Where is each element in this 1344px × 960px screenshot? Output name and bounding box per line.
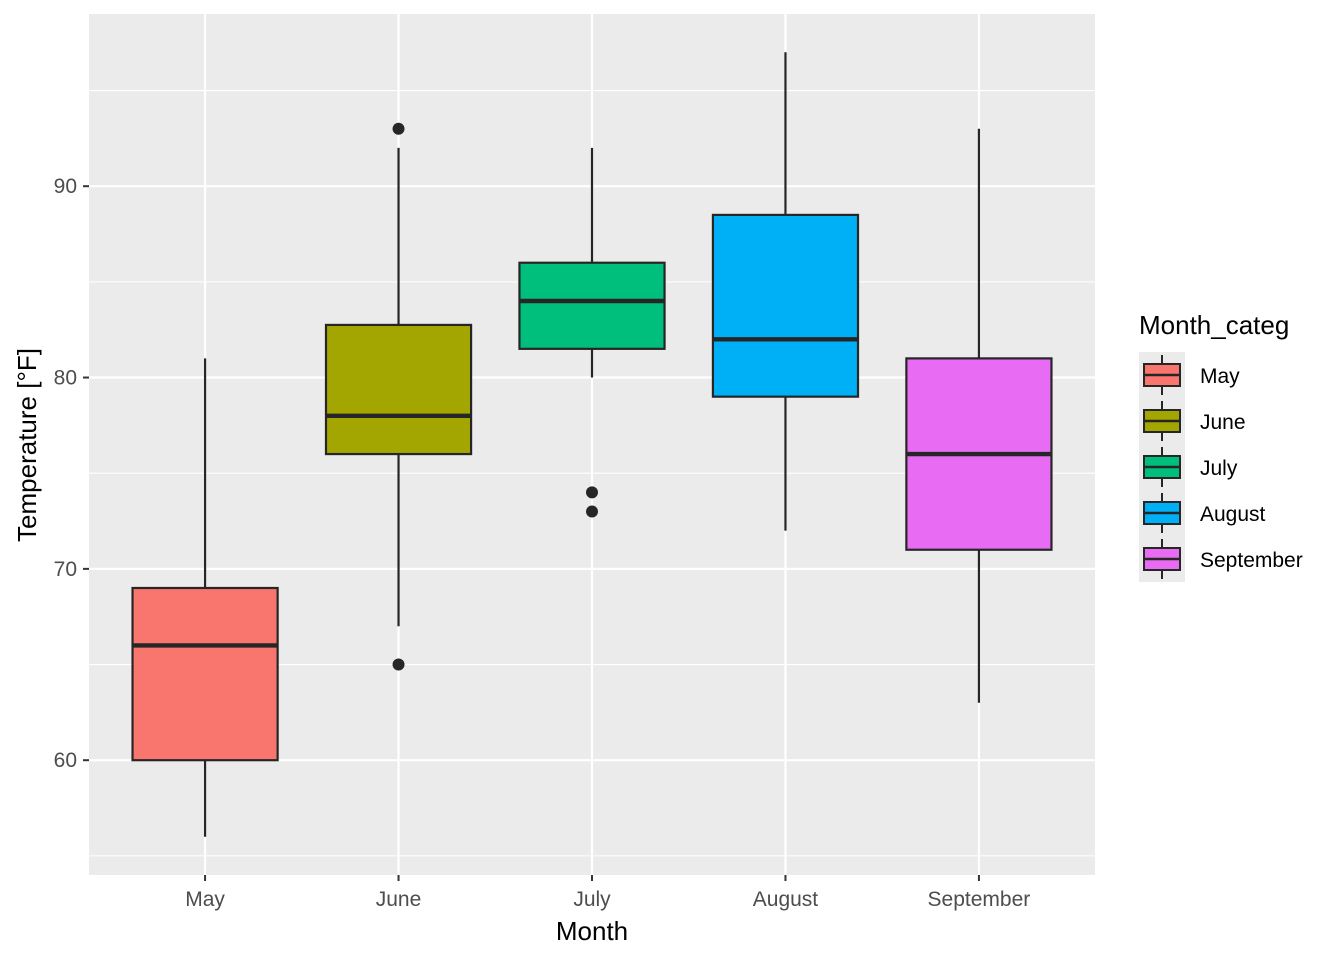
legend-item-september: September: [1143, 539, 1303, 579]
legend-items: May June July August September: [1143, 355, 1303, 579]
box-july: [518, 147, 666, 518]
legend-item-july: July: [1143, 447, 1238, 487]
legend-label: September: [1200, 549, 1303, 572]
box-body: [131, 586, 279, 762]
y-axis: 60 70 80 90: [54, 175, 89, 772]
legend: Month_categ May June July August September: [1139, 310, 1303, 582]
box-body: [711, 213, 860, 398]
x-tick-label: May: [185, 888, 225, 911]
y-tick-label: 80: [54, 367, 77, 390]
box-june: [324, 122, 473, 671]
x-tick-label: September: [928, 888, 1031, 911]
box-body: [518, 261, 666, 350]
x-tick-label: August: [753, 888, 819, 911]
y-tick-label: 70: [54, 558, 77, 581]
legend-title: Month_categ: [1139, 310, 1289, 340]
x-axis: May June July August September: [185, 875, 1030, 911]
box-body: [324, 323, 473, 456]
x-tick-label: June: [376, 888, 422, 911]
box-august: [711, 52, 860, 531]
legend-label: June: [1200, 411, 1246, 434]
legend-item-august: August: [1143, 493, 1266, 533]
legend-label: July: [1200, 457, 1238, 480]
outlier-point: [586, 505, 598, 518]
box-september: [905, 128, 1053, 703]
legend-item-june: June: [1143, 401, 1246, 441]
y-axis-title: Temperature [°F]: [12, 348, 42, 542]
legend-label: August: [1200, 503, 1266, 526]
legend-item-may: May: [1143, 355, 1240, 395]
boxes: [131, 52, 1053, 837]
outlier-point: [392, 122, 405, 135]
box-may: [131, 358, 279, 837]
x-axis-title: Month: [556, 916, 628, 946]
outlier-point: [586, 486, 598, 499]
y-tick-label: 90: [54, 175, 77, 198]
legend-label: May: [1200, 365, 1240, 388]
outlier-point: [392, 658, 405, 671]
x-tick-label: July: [573, 888, 611, 911]
y-tick-label: 60: [54, 749, 77, 772]
